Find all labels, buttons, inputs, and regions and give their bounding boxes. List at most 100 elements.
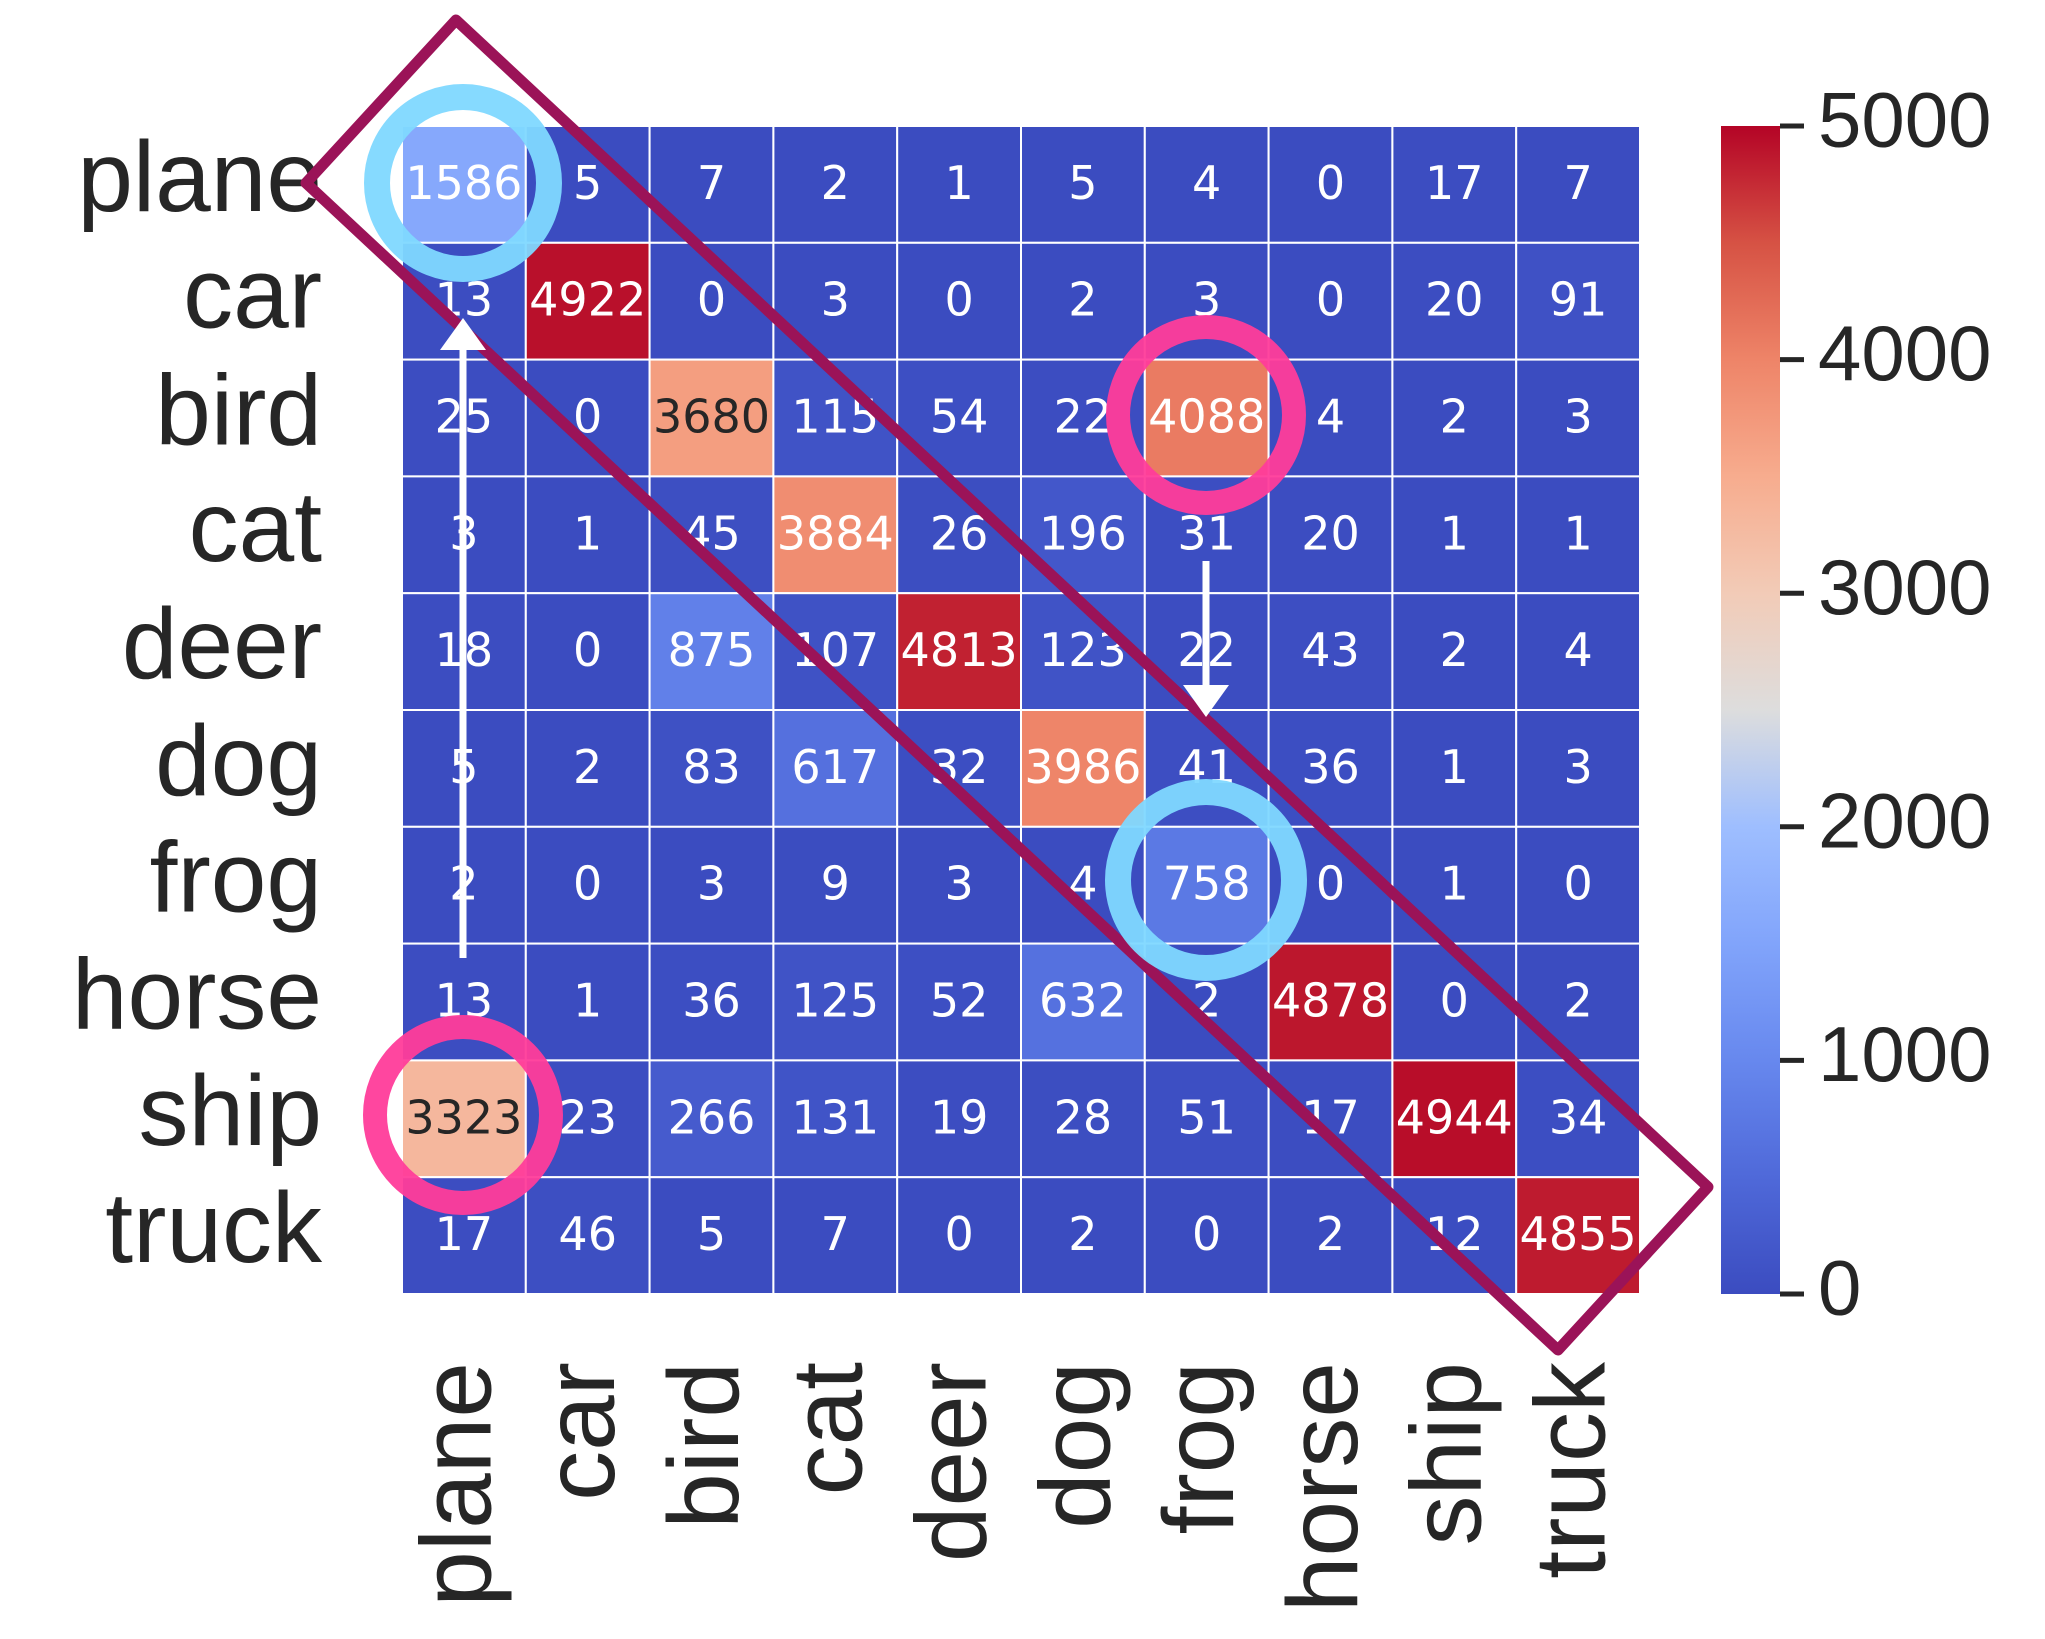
- cell-label: 0: [1440, 974, 1469, 1028]
- chart: 1586572154017713492203023020912503680115…: [0, 0, 2045, 1635]
- x-tick-label: bird: [648, 1362, 760, 1529]
- cell-label: 23: [558, 1090, 617, 1144]
- y-tick-label: deer: [122, 588, 322, 700]
- cell-label: 3986: [1024, 740, 1141, 794]
- x-tick-label: ship: [1391, 1362, 1503, 1545]
- cell-label: 1: [944, 156, 973, 210]
- cell-label: 3: [821, 273, 850, 327]
- cell-label: 3680: [653, 390, 770, 444]
- x-tick-label: frog: [1143, 1362, 1255, 1534]
- cell-label: 131: [791, 1090, 879, 1144]
- cell-label: 5: [573, 156, 602, 210]
- cell-label: 0: [1563, 857, 1592, 911]
- x-tick-label: cat: [772, 1362, 884, 1496]
- cell-label: 20: [1301, 506, 1360, 560]
- colorbar-tick-label: 5000: [1818, 76, 1992, 164]
- cell-label: 758: [1163, 857, 1251, 911]
- cell-label: 43: [1301, 623, 1360, 677]
- cell-label: 0: [1316, 273, 1345, 327]
- cell-label: 2: [1440, 623, 1469, 677]
- cell-label: 2: [573, 740, 602, 794]
- cell-label: 1: [573, 506, 602, 560]
- cell-label: 3: [1563, 390, 1592, 444]
- y-tick-label: car: [183, 238, 322, 350]
- x-tick-label: plane: [400, 1362, 512, 1607]
- cell-label: 17: [435, 1207, 494, 1261]
- colorbar-tick-label: 3000: [1818, 543, 1992, 631]
- cell-label: 36: [1301, 740, 1360, 794]
- cell-label: 83: [682, 740, 741, 794]
- cell-label: 4922: [529, 273, 646, 327]
- cell-label: 2: [1440, 390, 1469, 444]
- cell-label: 266: [668, 1090, 756, 1144]
- cell-label: 2: [1316, 1207, 1345, 1261]
- cell-label: 2: [1563, 974, 1592, 1028]
- cell-label: 3: [697, 857, 726, 911]
- cell-label: 0: [944, 1207, 973, 1261]
- colorbar-tick-label: 2000: [1818, 776, 1992, 864]
- cell-label: 125: [791, 974, 879, 1028]
- cell-label: 4088: [1148, 390, 1265, 444]
- cell-label: 1: [573, 974, 602, 1028]
- cell-label: 54: [930, 390, 989, 444]
- cell-label: 2: [1068, 273, 1097, 327]
- cell-label: 0: [944, 273, 973, 327]
- cell-label: 9: [821, 857, 850, 911]
- cell-label: 5: [697, 1207, 726, 1261]
- cell-label: 4: [1563, 623, 1592, 677]
- cell-label: 1: [1440, 506, 1469, 560]
- cell-label: 7: [697, 156, 726, 210]
- cell-label: 617: [791, 740, 879, 794]
- x-tick-label: deer: [896, 1362, 1008, 1562]
- cell-label: 3: [944, 857, 973, 911]
- x-tick-label: car: [524, 1362, 636, 1501]
- colorbar-tick-label: 4000: [1818, 309, 1992, 397]
- cell-label: 2: [1068, 1207, 1097, 1261]
- cell-label: 0: [573, 623, 602, 677]
- cell-label: 0: [1316, 857, 1345, 911]
- y-tick-label: bird: [155, 354, 322, 466]
- cell-label: 1: [1440, 740, 1469, 794]
- cell-label: 1: [1563, 506, 1592, 560]
- cell-label: 3323: [405, 1090, 522, 1144]
- cell-label: 2: [821, 156, 850, 210]
- colorbar-tick-label: 0: [1818, 1244, 1861, 1332]
- cell-label: 4813: [901, 623, 1018, 677]
- cell-label: 36: [682, 974, 741, 1028]
- cell-label: 1586: [405, 156, 522, 210]
- cell-label: 0: [697, 273, 726, 327]
- x-tick-label: dog: [1019, 1362, 1131, 1529]
- y-tick-label: plane: [77, 121, 322, 233]
- cell-label: 46: [558, 1207, 617, 1261]
- cell-label: 0: [573, 857, 602, 911]
- cell-label: 4: [1316, 390, 1345, 444]
- cell-label: 20: [1425, 273, 1484, 327]
- cell-label: 0: [1316, 156, 1345, 210]
- cell-label: 3884: [777, 506, 894, 560]
- cell-label: 19: [930, 1090, 989, 1144]
- cell-label: 91: [1549, 273, 1608, 327]
- cell-label: 28: [1054, 1090, 1113, 1144]
- cell-label: 7: [1563, 156, 1592, 210]
- cell-label: 17: [1425, 156, 1484, 210]
- cell-label: 22: [1054, 390, 1113, 444]
- y-tick-label: horse: [72, 938, 322, 1050]
- cell-label: 1: [1440, 857, 1469, 911]
- x-tick-label: truck: [1515, 1361, 1627, 1579]
- x-tick-label: horse: [1267, 1362, 1379, 1612]
- cell-label: 0: [1192, 1207, 1221, 1261]
- cell-label: 52: [930, 974, 989, 1028]
- y-tick-label: frog: [150, 822, 322, 934]
- colorbar-tick-label: 1000: [1818, 1010, 1992, 1098]
- cell-label: 5: [1068, 156, 1097, 210]
- cell-label: 4878: [1272, 974, 1389, 1028]
- heatmap: 1586572154017713492203023020912503680115…: [72, 76, 1992, 1613]
- y-tick-label: dog: [155, 705, 322, 817]
- cell-label: 875: [668, 623, 756, 677]
- cell-label: 7: [821, 1207, 850, 1261]
- cell-label: 632: [1039, 974, 1127, 1028]
- cell-label: 196: [1039, 506, 1127, 560]
- colorbar: [1721, 126, 1780, 1294]
- cell-label: 3: [1563, 740, 1592, 794]
- y-tick-label: cat: [189, 471, 323, 583]
